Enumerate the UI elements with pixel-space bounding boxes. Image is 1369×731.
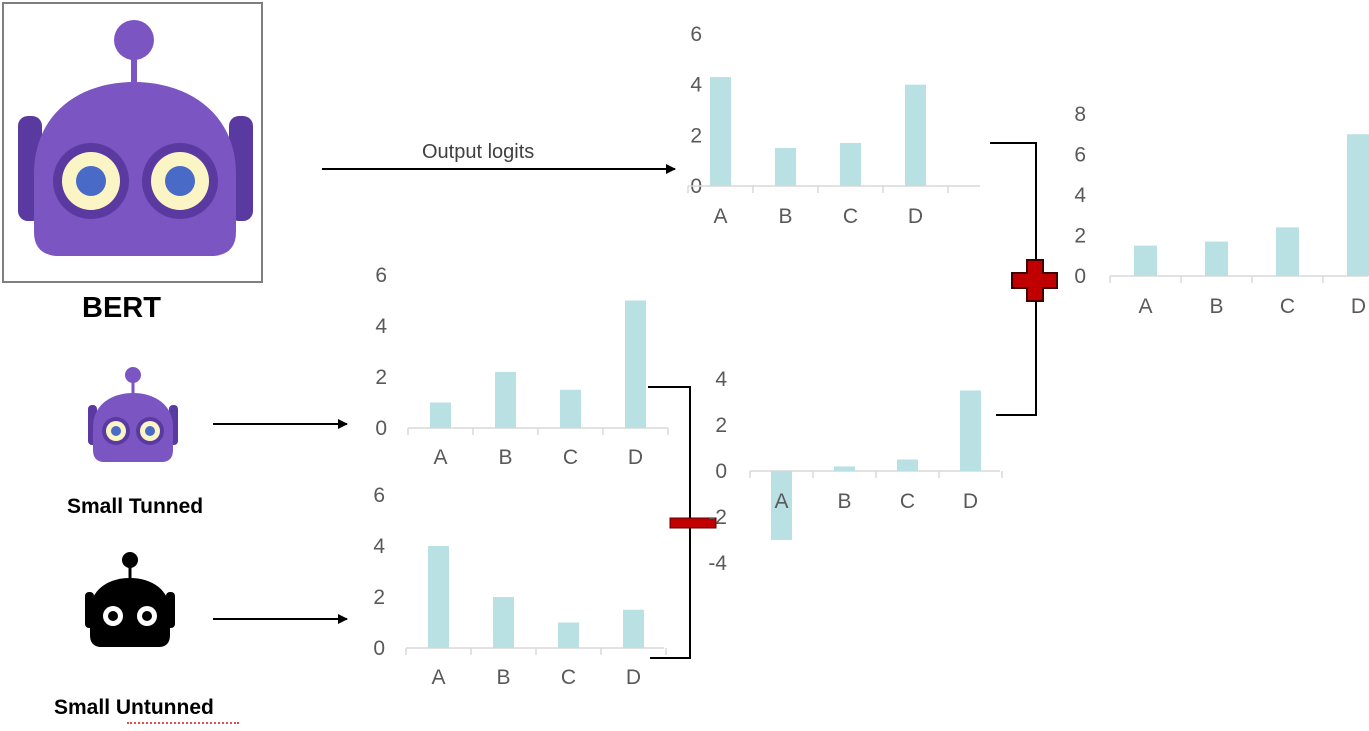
x-tick-label: B — [778, 205, 792, 228]
bar-a — [428, 546, 449, 648]
bar-b — [1205, 241, 1228, 276]
y-tick-label: 4 — [373, 535, 385, 558]
bar-a — [710, 77, 731, 186]
y-tick-label: 6 — [690, 23, 702, 46]
x-tick-label: D — [908, 205, 923, 228]
bert-robot-icon — [18, 20, 253, 256]
bar-b — [775, 148, 796, 186]
y-tick-label: 0 — [715, 460, 727, 483]
x-tick-label: A — [1138, 295, 1152, 318]
bar-d — [960, 390, 981, 471]
x-tick-label: A — [433, 446, 447, 469]
x-tick-label: C — [843, 205, 858, 228]
chart-difference: -4 -2 0 2 4 A B C D — [708, 368, 1003, 575]
y-tick-label: 0 — [1074, 265, 1086, 288]
bar-a — [1134, 245, 1157, 276]
y-tick-label: 4 — [1074, 184, 1086, 207]
x-tick-label: A — [774, 490, 788, 513]
bar-c — [840, 142, 861, 186]
spellcheck-underline — [127, 719, 239, 724]
y-tick-label: 4 — [690, 74, 702, 97]
bar-a — [430, 402, 451, 428]
bert-icon-frame — [2, 2, 263, 283]
y-tick-label: -4 — [708, 552, 727, 575]
x-tick-label: A — [431, 666, 445, 689]
y-tick-label: 8 — [1074, 103, 1086, 126]
x-tick-label: B — [837, 490, 851, 513]
minus-operator-icon — [669, 517, 717, 529]
x-tick-label: D — [626, 666, 641, 689]
x-tick-label: C — [563, 446, 578, 469]
bar-d — [1347, 134, 1369, 276]
bert-label: BERT — [82, 292, 161, 324]
bar-d — [623, 609, 644, 648]
small-untuned-label: Small Untunned — [54, 696, 214, 719]
x-tick-label: D — [1351, 295, 1366, 318]
y-tick-label: 6 — [373, 484, 385, 507]
x-tick-label: A — [713, 205, 727, 228]
bar-d — [625, 300, 646, 428]
x-tick-label: C — [561, 666, 576, 689]
bar-a — [771, 471, 792, 540]
y-tick-label: 4 — [715, 368, 727, 391]
x-tick-label: D — [628, 446, 643, 469]
plus-operator-icon — [1011, 259, 1058, 302]
chart-sum: 0 2 4 6 8 A B C D — [1074, 103, 1369, 318]
chart-small-untuned: 0 2 4 6 A B C D — [373, 484, 667, 689]
y-tick-label: 2 — [373, 586, 385, 609]
bar-c — [558, 622, 579, 648]
y-tick-label: 2 — [690, 124, 702, 147]
small-tuned-robot-icon — [88, 367, 178, 462]
bar-b — [493, 597, 514, 648]
y-tick-label: 6 — [375, 264, 387, 287]
chart-small-tuned: 0 2 4 6 A B C D — [375, 264, 669, 469]
x-tick-label: B — [496, 666, 510, 689]
bar-d — [905, 84, 926, 186]
y-tick-label: -2 — [708, 506, 727, 529]
y-tick-label: 2 — [375, 366, 387, 389]
y-tick-label: 2 — [1074, 225, 1086, 248]
y-tick-label: 0 — [373, 637, 385, 660]
small-untuned-robot-icon — [85, 552, 175, 647]
y-tick-label: 2 — [715, 414, 727, 437]
bar-c — [560, 389, 581, 428]
output-logits-label: Output logits — [422, 141, 535, 163]
bar-c — [897, 459, 918, 471]
x-tick-label: B — [498, 446, 512, 469]
y-tick-label: 4 — [375, 315, 387, 338]
x-tick-label: B — [1209, 295, 1223, 318]
small-tuned-label: Small Tunned — [67, 495, 204, 518]
x-tick-label: C — [1280, 295, 1295, 318]
y-tick-label: 6 — [1074, 144, 1086, 167]
bar-b — [834, 466, 855, 471]
x-tick-label: D — [963, 490, 978, 513]
x-tick-label: C — [900, 490, 915, 513]
bar-c — [1276, 227, 1299, 276]
bar-b — [495, 371, 516, 428]
y-tick-label: 0 — [375, 417, 387, 440]
